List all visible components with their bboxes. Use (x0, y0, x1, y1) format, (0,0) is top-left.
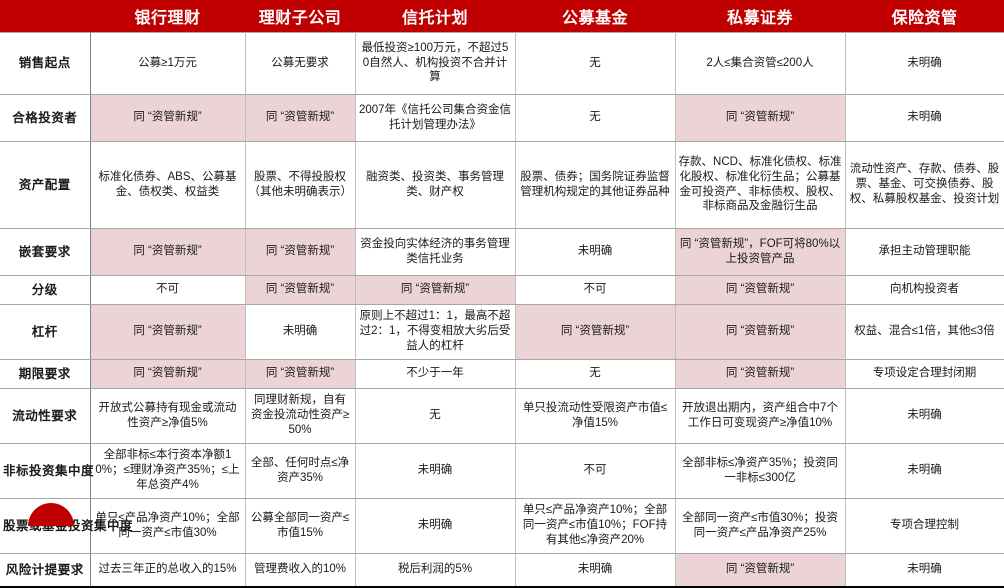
cell-asset-allocation-trust: 融资类、投资类、事务管理类、财产权 (354, 140, 516, 229)
cell-leverage-fund: 同 “资管新规” (514, 303, 676, 360)
cell-tiering-private: 同 “资管新规” (674, 274, 846, 305)
cell-qualified-investor-trust: 2007年《信托公司集合资金信托计划管理办法》 (354, 93, 516, 142)
cell-liquidity-subsidiary: 同理财新规，自有资金投流动性资产≥50% (244, 387, 356, 444)
cell-qualified-investor-fund: 无 (514, 93, 676, 142)
column-header-bank-wealth: 银行理财 (90, 0, 245, 32)
cell-liquidity-private: 开放退出期内，资产组合中7个工作日可变现资产≥净值10% (674, 387, 846, 444)
cell-risk-reserve-bank: 过去三年正的总收入的15% (89, 552, 246, 588)
cell-leverage-subsidiary: 未明确 (244, 303, 356, 360)
cell-nesting-fund: 未明确 (514, 227, 676, 276)
cell-liquidity-trust: 无 (354, 387, 516, 444)
row-label-nesting-requirement: 嵌套要求 (0, 227, 91, 276)
cell-liquidity-bank: 开放式公募持有现金或流动性资产≥净值5% (89, 387, 246, 444)
table-row: 风险计提要求 过去三年正的总收入的15% 管理费收入的10% 税后利润的5% 未… (0, 552, 1004, 588)
cell-tiering-insurance: 向机构投资者 (844, 274, 1004, 305)
table-row: 资产配置 标准化债券、ABS、公募基金、债权类、权益类 股票、不得投股权（其他未… (0, 140, 1004, 229)
cell-tiering-subsidiary: 同 “资管新规” (244, 274, 356, 305)
cell-leverage-trust: 原则上不超过1：1，最高不超过2：1，不得变相放大劣后受益人的杠杆 (354, 303, 516, 360)
cell-qualified-investor-bank: 同 “资管新规” (89, 93, 246, 142)
table-row: 合格投资者 同 “资管新规” 同 “资管新规” 2007年《信托公司集合资金信托… (0, 93, 1004, 142)
cell-qualified-investor-insurance: 未明确 (844, 93, 1004, 142)
column-header-insurance-am: 保险资管 (845, 0, 1004, 32)
cell-asset-allocation-bank: 标准化债券、ABS、公募基金、债权类、权益类 (89, 140, 246, 229)
cell-nonstd-subsidiary: 全部、任何时点≤净资产35% (244, 442, 356, 499)
cell-tiering-trust: 同 “资管新规” (354, 274, 516, 305)
column-header-private-securities: 私募证券 (675, 0, 845, 32)
cell-nonstd-private: 全部非标≤净资产35%；投资同一非标≤300亿 (674, 442, 846, 499)
cell-risk-reserve-trust: 税后利润的5% (354, 552, 516, 588)
table-row: 销售起点 公募≥1万元 公募无要求 最低投资≥100万元，不超过50自然人、机构… (0, 31, 1004, 95)
cell-term-private: 同 “资管新规” (674, 358, 846, 389)
cell-nonstd-trust: 未明确 (354, 442, 516, 499)
cell-asset-allocation-insurance: 流动性资产、存款、债券、股票、基金、可交换债券、股权、私募股权基金、投资计划 (844, 140, 1004, 229)
row-label-sales-threshold: 销售起点 (0, 31, 91, 95)
cell-leverage-bank: 同 “资管新规” (89, 303, 246, 360)
table-row: 杠杆 同 “资管新规” 未明确 原则上不超过1：1，最高不超过2：1，不得变相放… (0, 303, 1004, 360)
cell-sales-threshold-insurance: 未明确 (844, 31, 1004, 95)
table-row: 非标投资集中度 全部非标≤本行资本净额10%；≤理财净资产35%；≤上年总资产4… (0, 442, 1004, 499)
cell-term-trust: 不少于一年 (354, 358, 516, 389)
table-row: 流动性要求 开放式公募持有现金或流动性资产≥净值5% 同理财新规，自有资金投流动… (0, 387, 1004, 444)
column-header-wealth-subsidiary: 理财子公司 (245, 0, 355, 32)
column-header-public-fund: 公募基金 (515, 0, 675, 32)
cell-sales-threshold-bank: 公募≥1万元 (89, 31, 246, 95)
cell-nonstd-insurance: 未明确 (844, 442, 1004, 499)
cell-asset-allocation-private: 存款、NCD、标准化债权、标准化股权、标准化衍生品；公募基金可投资产、非标债权、… (674, 140, 846, 229)
cell-nesting-insurance: 承担主动管理职能 (844, 227, 1004, 276)
cell-qualified-investor-subsidiary: 同 “资管新规” (244, 93, 356, 142)
row-label-leverage: 杠杆 (0, 303, 91, 360)
row-label-liquidity-requirement: 流动性要求 (0, 387, 91, 444)
cell-nonstd-fund: 不可 (514, 442, 676, 499)
cell-nonstd-bank: 全部非标≤本行资本净额10%；≤理财净资产35%；≤上年总资产4% (89, 442, 246, 499)
column-header-trust-plan: 信托计划 (355, 0, 515, 32)
table-row: 嵌套要求 同 “资管新规” 同 “资管新规” 资金投向实体经济的事务管理类信托业… (0, 227, 1004, 276)
cell-nesting-trust: 资金投向实体经济的事务管理类信托业务 (354, 227, 516, 276)
cell-qualified-investor-private: 同 “资管新规” (674, 93, 846, 142)
row-label-risk-reserve: 风险计提要求 (0, 552, 91, 588)
cell-liquidity-fund: 单只投流动性受限资产市值≤净值15% (514, 387, 676, 444)
cell-nesting-private: 同 “资管新规”，FOF可将80%以上投资管产品 (674, 227, 846, 276)
cell-liquidity-insurance: 未明确 (844, 387, 1004, 444)
cell-leverage-private: 同 “资管新规” (674, 303, 846, 360)
row-label-qualified-investor: 合格投资者 (0, 93, 91, 142)
cell-tiering-bank: 不可 (89, 274, 246, 305)
cell-term-bank: 同 “资管新规” (89, 358, 246, 389)
cell-term-fund: 无 (514, 358, 676, 389)
row-label-nonstandard-concentration: 非标投资集中度 (0, 442, 94, 499)
cell-nesting-bank: 同 “资管新规” (89, 227, 246, 276)
cell-sales-threshold-fund: 无 (514, 31, 676, 95)
cell-leverage-insurance: 权益、混合≤1倍，其他≤3倍 (844, 303, 1004, 360)
table-body: 销售起点 公募≥1万元 公募无要求 最低投资≥100万元，不超过50自然人、机构… (0, 31, 1004, 588)
table-header: 银行理财 理财子公司 信托计划 公募基金 私募证券 保险资管 (0, 0, 1004, 32)
row-label-tiering: 分级 (0, 274, 91, 305)
table-row: 期限要求 同 “资管新规” 同 “资管新规” 不少于一年 无 同 “资管新规” … (0, 358, 1004, 389)
cell-risk-reserve-subsidiary: 管理费收入的10% (244, 552, 356, 588)
cell-risk-reserve-insurance: 未明确 (844, 552, 1004, 588)
cell-sales-threshold-trust: 最低投资≥100万元，不超过50自然人、机构投资不合并计算 (354, 31, 516, 95)
cell-risk-reserve-fund: 未明确 (514, 552, 676, 588)
cell-tiering-fund: 不可 (514, 274, 676, 305)
table-row: 分级 不可 同 “资管新规” 同 “资管新规” 不可 同 “资管新规” 向机构投… (0, 274, 1004, 305)
red-semicircle-decoration (28, 503, 74, 526)
cell-asset-allocation-fund: 股票、债券；国务院证券监督管理机构规定的其他证券品种 (514, 140, 676, 229)
header-row: 银行理财 理财子公司 信托计划 公募基金 私募证券 保险资管 (0, 0, 1004, 32)
cell-asset-allocation-subsidiary: 股票、不得投股权（其他未明确表示） (244, 140, 356, 229)
header-corner-cell (0, 0, 90, 32)
cell-nesting-subsidiary: 同 “资管新规” (244, 227, 356, 276)
cell-term-insurance: 专项设定合理封闭期 (844, 358, 1004, 389)
cell-risk-reserve-private: 同 “资管新规” (674, 552, 846, 588)
cell-sales-threshold-private: 2人≤集合资管≤200人 (674, 31, 846, 95)
row-label-asset-allocation: 资产配置 (0, 140, 91, 229)
cell-term-subsidiary: 同 “资管新规” (244, 358, 356, 389)
row-label-term-requirement: 期限要求 (0, 358, 91, 389)
cell-sales-threshold-subsidiary: 公募无要求 (244, 31, 356, 95)
